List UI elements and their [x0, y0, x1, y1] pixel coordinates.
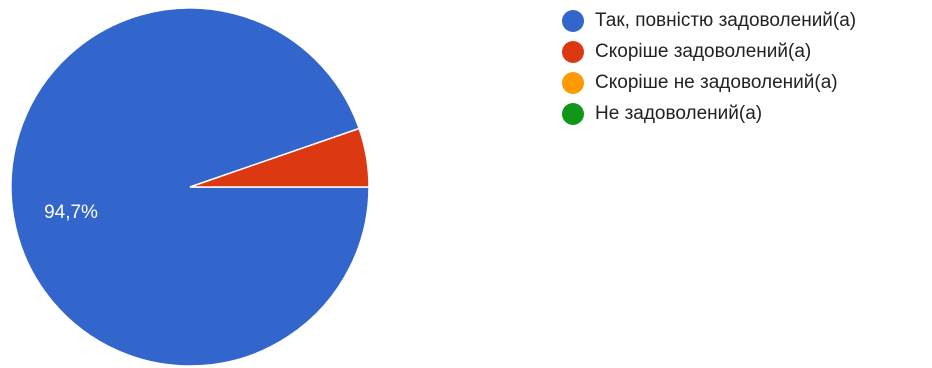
- legend-swatch-1: [562, 41, 584, 63]
- pie-slice-labels: 94,7%: [44, 202, 98, 223]
- legend-label-0: Так, повністю задоволений(а): [595, 10, 857, 31]
- legend-swatch-3: [562, 103, 584, 125]
- legend-label-3: Не задоволений(а): [595, 103, 763, 124]
- pie-plot-area: 94,7%: [10, 7, 370, 367]
- legend-label-1: Скоріше задоволений(а): [595, 41, 812, 62]
- legend-item-0[interactable]: Так, повністю задоволений(а): [562, 9, 856, 33]
- legend-swatch-0: [562, 10, 584, 32]
- legend: Так, повністю задоволений(а) Скоріше зад…: [562, 9, 856, 133]
- pie-slice-1[interactable]: [189, 127, 370, 188]
- pie-slices: [10, 7, 370, 367]
- legend-item-3[interactable]: Не задоволений(а): [562, 102, 856, 126]
- legend-item-2[interactable]: Скоріше не задоволений(а): [562, 71, 856, 95]
- legend-item-1[interactable]: Скоріше задоволений(а): [562, 40, 856, 64]
- slice-label-0: 94,7%: [44, 202, 98, 223]
- legend-swatch-2: [562, 72, 584, 94]
- legend-label-2: Скоріше не задоволений(а): [595, 72, 838, 93]
